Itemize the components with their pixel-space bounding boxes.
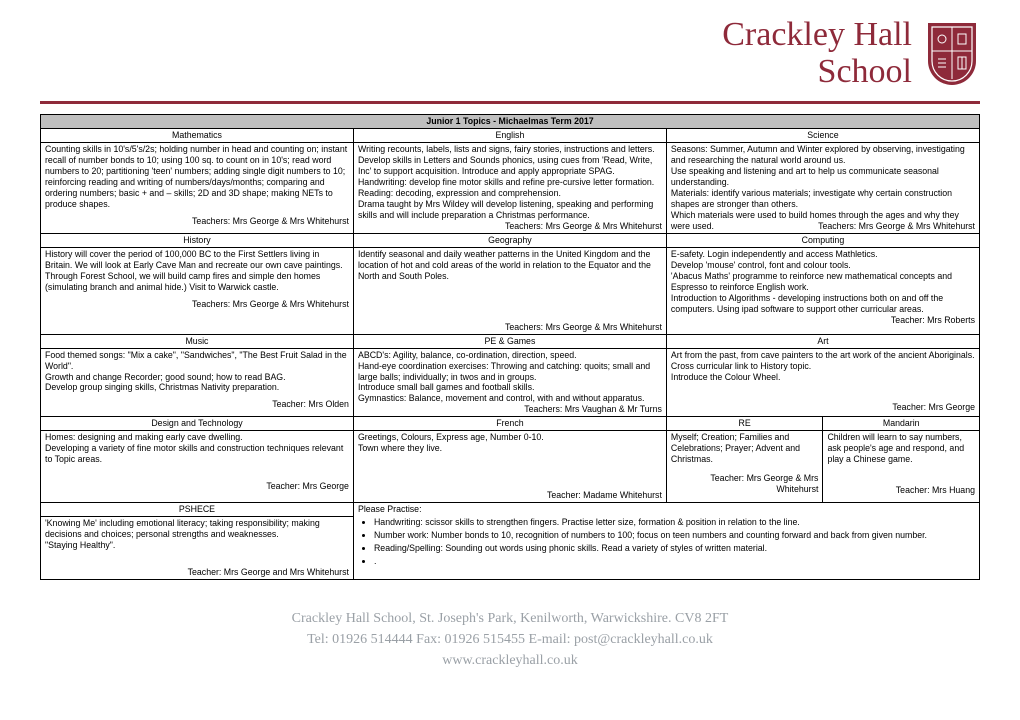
page-title: Junior 1 Topics - Michaelmas Term 2017 xyxy=(41,114,980,128)
subject-english: English xyxy=(353,128,666,142)
footer-contact: Tel: 01926 514444 Fax: 01926 515455 E-ma… xyxy=(40,629,980,650)
please-practise-cell: Please Practise: Handwriting: scissor sk… xyxy=(353,503,979,580)
pe-teacher: Teachers: Mrs Vaughan & Mr Turns xyxy=(358,404,662,415)
french-teacher: Teacher: Madame Whitehurst xyxy=(358,490,662,501)
list-item: Number work: Number bonds to 10, recogni… xyxy=(374,530,975,541)
school-name: Crackley Hall School xyxy=(722,16,912,91)
science-teacher: Teachers: Mrs George & Mrs Whitehurst xyxy=(818,221,975,232)
page-footer: Crackley Hall School, St. Joseph's Park,… xyxy=(0,580,1020,691)
subject-french: French xyxy=(353,417,666,431)
subject-art: Art xyxy=(666,334,979,348)
subject-row: PSHECE Please Practise: Handwriting: sci… xyxy=(41,503,980,517)
re-text: Myself; Creation; Families and Celebrati… xyxy=(671,432,800,464)
school-name-line1: Crackley Hall xyxy=(722,16,912,53)
music-body: Food themed songs: "Mix a cake", "Sandwi… xyxy=(41,348,354,417)
history-teacher: Teachers: Mrs George & Mrs Whitehurst xyxy=(45,299,349,310)
french-text: Greetings, Colours, Express age, Number … xyxy=(358,432,544,453)
pe-text: ABCD's: Agility, balance, co-ordination,… xyxy=(358,350,650,404)
subject-row: Design and Technology French RE Mandarin xyxy=(41,417,980,431)
music-teacher: Teacher: Mrs Olden xyxy=(45,399,349,410)
subject-row: Music PE & Games Art xyxy=(41,334,980,348)
art-teacher: Teacher: Mrs George xyxy=(671,402,975,413)
subject-dt: Design and Technology xyxy=(41,417,354,431)
history-text: History will cover the period of 100,000… xyxy=(45,249,343,292)
footer-url: www.crackleyhall.co.uk xyxy=(40,650,980,671)
mandarin-body: Children will learn to say numbers, ask … xyxy=(823,431,980,503)
mandarin-teacher: Teacher: Mrs Huang xyxy=(827,485,975,496)
please-practise-list: Handwriting: scissor skills to strengthe… xyxy=(374,517,975,567)
re-body: Myself; Creation; Families and Celebrati… xyxy=(666,431,823,503)
pshece-teacher: Teacher: Mrs George and Mrs Whitehurst xyxy=(45,567,349,578)
subject-geography: Geography xyxy=(353,233,666,247)
geography-text: Identify seasonal and daily weather patt… xyxy=(358,249,651,281)
subject-row: History Geography Computing xyxy=(41,233,980,247)
science-body: Seasons: Summer, Autumn and Winter explo… xyxy=(666,142,979,233)
list-item: Handwriting: scissor skills to strengthe… xyxy=(374,517,975,528)
body-row: Counting skills in 10's/5's/2s; holding … xyxy=(41,142,980,233)
school-crest-icon xyxy=(924,19,980,87)
school-name-line2: School xyxy=(818,53,912,90)
subject-history: History xyxy=(41,233,354,247)
english-teacher: Teachers: Mrs George & Mrs Whitehurst xyxy=(358,221,662,232)
subject-music: Music xyxy=(41,334,354,348)
dt-body: Homes: designing and making early cave d… xyxy=(41,431,354,503)
body-row: Food themed songs: "Mix a cake", "Sandwi… xyxy=(41,348,980,417)
dt-text: Homes: designing and making early cave d… xyxy=(45,432,343,464)
geography-teacher: Teachers: Mrs George & Mrs Whitehurst xyxy=(358,322,662,333)
english-body: Writing recounts, labels, lists and sign… xyxy=(353,142,666,233)
dt-teacher: Teacher: Mrs George xyxy=(45,481,349,492)
re-teacher: Teacher: Mrs George & Mrs Whitehurst xyxy=(671,473,819,495)
footer-address: Crackley Hall School, St. Joseph's Park,… xyxy=(40,608,980,629)
page-header: Crackley Hall School xyxy=(0,0,1020,95)
math-body: Counting skills in 10's/5's/2s; holding … xyxy=(41,142,354,233)
music-text: Food themed songs: "Mix a cake", "Sandwi… xyxy=(45,350,347,393)
body-row: Homes: designing and making early cave d… xyxy=(41,431,980,503)
body-row: History will cover the period of 100,000… xyxy=(41,247,980,334)
topics-table: Junior 1 Topics - Michaelmas Term 2017 M… xyxy=(40,114,980,581)
header-rule xyxy=(40,101,980,104)
art-text: Art from the past, from cave painters to… xyxy=(671,350,975,382)
geography-body: Identify seasonal and daily weather patt… xyxy=(353,247,666,334)
title-row: Junior 1 Topics - Michaelmas Term 2017 xyxy=(41,114,980,128)
history-body: History will cover the period of 100,000… xyxy=(41,247,354,334)
art-body: Art from the past, from cave painters to… xyxy=(666,348,979,417)
computing-teacher: Teacher: Mrs Roberts xyxy=(671,315,975,326)
subject-row: Mathematics English Science xyxy=(41,128,980,142)
mandarin-text: Children will learn to say numbers, ask … xyxy=(827,432,964,464)
content: Junior 1 Topics - Michaelmas Term 2017 M… xyxy=(0,114,1020,581)
subject-computing: Computing xyxy=(666,233,979,247)
math-text: Counting skills in 10's/5's/2s; holding … xyxy=(45,144,347,209)
subject-pe: PE & Games xyxy=(353,334,666,348)
pshece-text: 'Knowing Me' including emotional literac… xyxy=(45,518,320,550)
english-text: Writing recounts, labels, lists and sign… xyxy=(358,144,655,220)
math-teacher: Teachers: Mrs George & Mrs Whitehurst xyxy=(45,216,349,227)
subject-science: Science xyxy=(666,128,979,142)
science-text: Seasons: Summer, Autumn and Winter explo… xyxy=(671,144,965,231)
subject-re: RE xyxy=(666,417,823,431)
list-item: . xyxy=(374,556,975,567)
subject-mandarin: Mandarin xyxy=(823,417,980,431)
list-item: Reading/Spelling: Sounding out words usi… xyxy=(374,543,975,554)
please-practise-heading: Please Practise: xyxy=(358,504,422,514)
french-body: Greetings, Colours, Express age, Number … xyxy=(353,431,666,503)
pe-body: ABCD's: Agility, balance, co-ordination,… xyxy=(353,348,666,417)
computing-body: E-safety. Login independently and access… xyxy=(666,247,979,334)
pshece-body: 'Knowing Me' including emotional literac… xyxy=(41,517,354,580)
subject-pshece: PSHECE xyxy=(41,503,354,517)
computing-text: E-safety. Login independently and access… xyxy=(671,249,952,314)
subject-mathematics: Mathematics xyxy=(41,128,354,142)
